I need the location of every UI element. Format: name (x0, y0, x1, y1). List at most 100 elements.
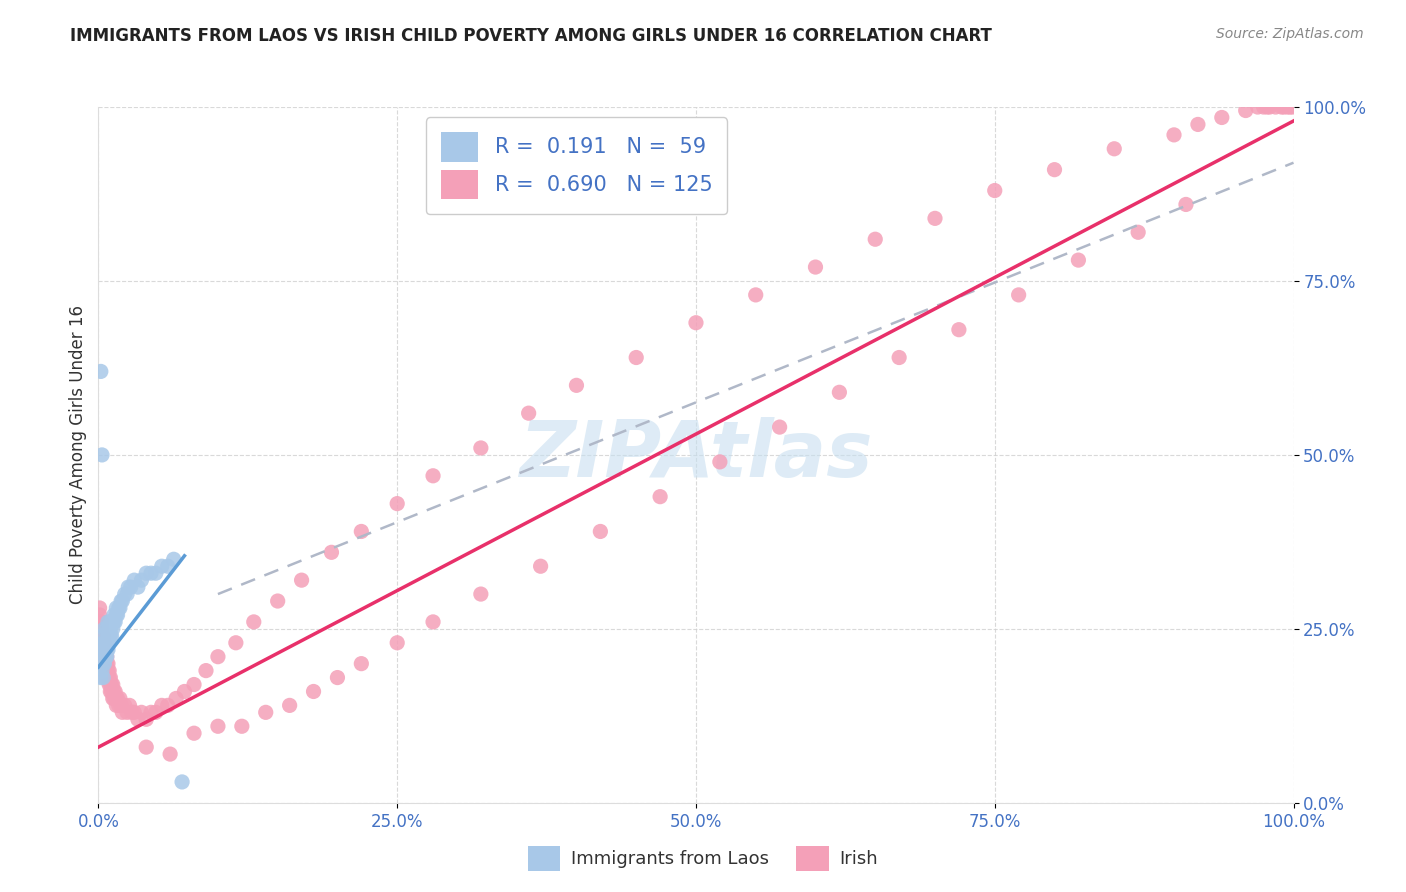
Point (135, 740, 157, 755)
Point (98, 615, 122, 629)
Point (172, 775, 194, 789)
Point (1043, 162, 1066, 177)
Point (1281, 100, 1303, 114)
Point (90, 629, 112, 643)
Point (207, 649, 229, 664)
Point (1128, 225, 1150, 239)
Point (94, 642, 117, 657)
Point (150, 698, 173, 713)
Point (89, 607, 111, 622)
Point (173, 684, 195, 698)
Point (207, 719, 229, 733)
Point (103, 684, 125, 698)
Point (145, 706, 167, 720)
Point (804, 260, 827, 274)
Point (1104, 142, 1126, 156)
Point (89, 657, 111, 671)
Point (96, 657, 118, 671)
Point (103, 615, 125, 629)
Point (131, 706, 153, 720)
Point (96, 671, 118, 685)
Point (101, 622, 124, 636)
Point (139, 566, 162, 581)
Point (105, 691, 128, 706)
Point (1258, 100, 1281, 114)
Point (530, 559, 553, 574)
Point (94, 642, 117, 657)
Point (91, 629, 114, 643)
Point (422, 468, 444, 483)
Point (1253, 100, 1275, 114)
Point (131, 573, 153, 587)
Point (685, 316, 707, 330)
Point (984, 184, 1007, 198)
Point (889, 351, 911, 365)
Point (1008, 288, 1031, 302)
Point (195, 664, 218, 678)
Point (1067, 253, 1090, 268)
Point (96, 636, 118, 650)
Point (1278, 100, 1301, 114)
Point (865, 232, 887, 246)
Point (107, 607, 129, 622)
Point (156, 698, 179, 713)
Point (115, 706, 138, 720)
Point (103, 607, 125, 622)
Point (948, 323, 970, 337)
Point (156, 559, 179, 574)
Point (91, 448, 114, 462)
Point (267, 594, 290, 608)
Y-axis label: Child Poverty Among Girls Under 16: Child Poverty Among Girls Under 16 (69, 305, 87, 605)
Point (1247, 100, 1270, 114)
Point (127, 580, 149, 594)
Point (98, 671, 122, 685)
Point (183, 677, 205, 691)
Point (321, 545, 343, 559)
Point (100, 684, 122, 698)
Point (97, 629, 120, 643)
Point (98, 636, 121, 650)
Point (139, 706, 162, 720)
Point (278, 698, 301, 713)
Point (93, 636, 115, 650)
Point (924, 211, 946, 226)
Point (91, 636, 114, 650)
Legend: R =  0.191   N =  59, R =  0.690   N = 125: R = 0.191 N = 59, R = 0.690 N = 125 (426, 118, 727, 214)
Point (97, 657, 120, 671)
Point (96, 664, 118, 678)
Text: ZIPAtlas: ZIPAtlas (519, 417, 873, 493)
Point (96, 642, 118, 657)
Text: IMMIGRANTS FROM LAOS VS IRISH CHILD POVERTY AMONG GIRLS UNDER 16 CORRELATION CHA: IMMIGRANTS FROM LAOS VS IRISH CHILD POVE… (70, 27, 993, 45)
Point (98, 629, 121, 643)
Point (100, 615, 122, 629)
Point (100, 677, 122, 691)
Point (97, 642, 120, 657)
Point (117, 580, 139, 594)
Point (107, 601, 129, 615)
Point (565, 378, 588, 392)
Point (1211, 111, 1233, 125)
Point (105, 607, 128, 622)
Point (104, 684, 127, 698)
Point (745, 288, 768, 302)
Point (108, 691, 131, 706)
Point (626, 351, 648, 365)
Point (243, 615, 266, 629)
Point (121, 706, 143, 720)
Point (1163, 128, 1185, 142)
Point (91, 671, 114, 685)
Legend: Immigrants from Laos, Irish: Immigrants from Laos, Irish (520, 838, 886, 879)
Point (98, 684, 122, 698)
Point (94, 657, 117, 671)
Point (90, 671, 112, 685)
Point (91, 615, 114, 629)
Point (111, 706, 134, 720)
Point (98, 677, 122, 691)
Point (91, 629, 114, 643)
Point (100, 629, 122, 643)
Point (101, 677, 124, 691)
Point (828, 385, 851, 400)
Point (127, 712, 149, 726)
Point (94, 664, 117, 678)
Point (163, 552, 186, 566)
